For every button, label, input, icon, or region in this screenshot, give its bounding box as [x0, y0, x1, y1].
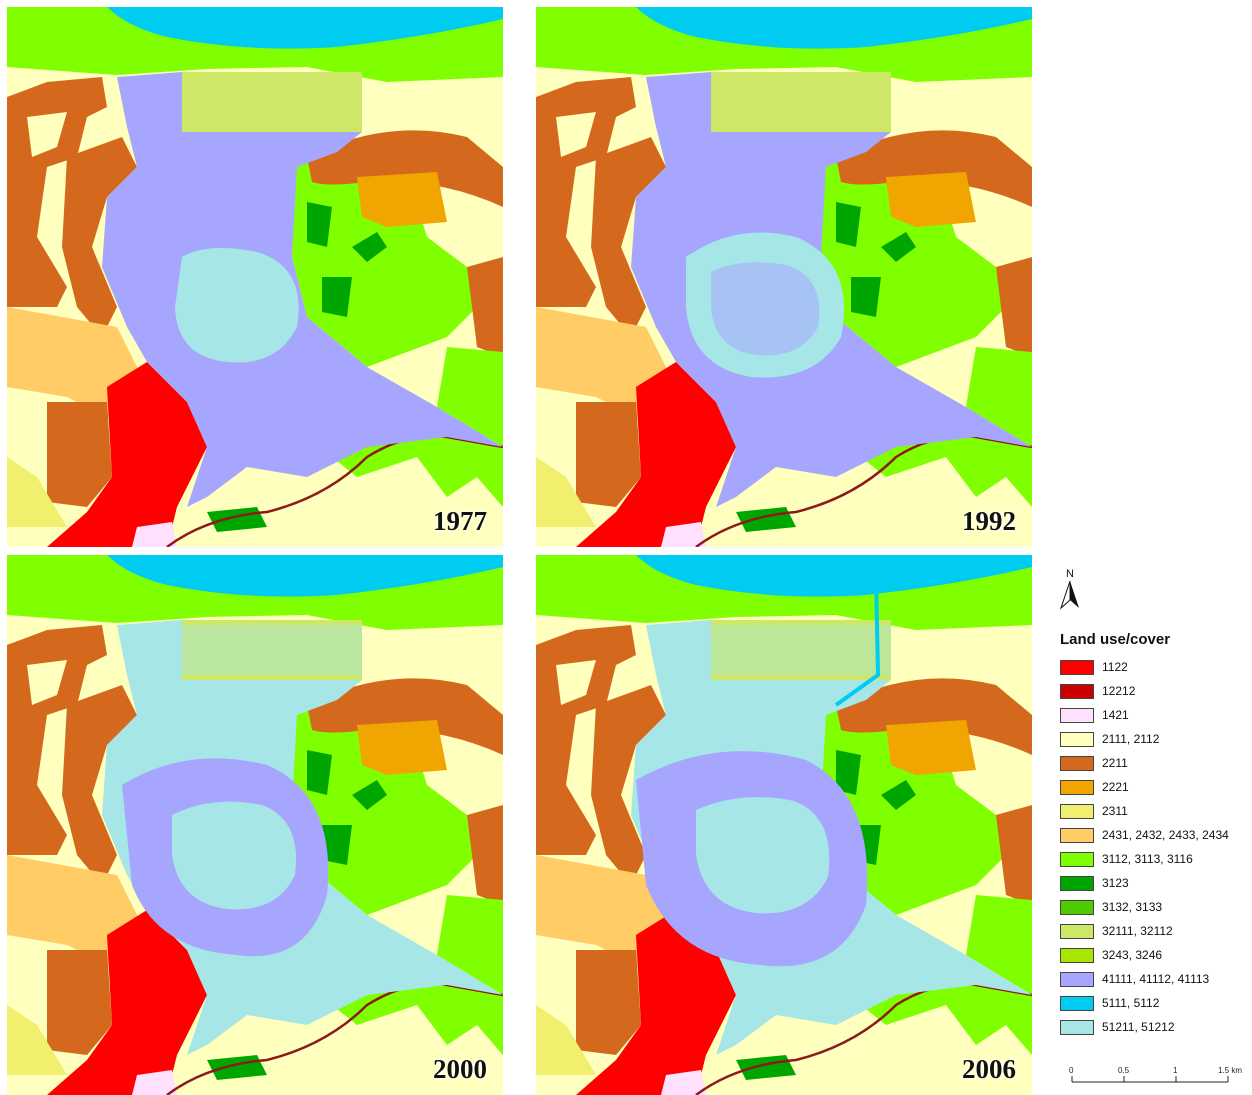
legend-label: 51211, 51212: [1102, 1020, 1175, 1034]
lake: [172, 801, 297, 910]
legend-item: 3112, 3113, 3116: [1060, 852, 1229, 876]
legend-swatch: [1060, 924, 1094, 939]
legend-label: 12212: [1102, 684, 1136, 698]
map-1977-graphic: [7, 7, 503, 547]
lake: [696, 797, 830, 914]
legend-swatch: [1060, 780, 1094, 795]
canal: [834, 574, 881, 707]
legend-swatch: [1060, 948, 1094, 963]
legend-item: 3132, 3133: [1060, 900, 1229, 924]
legend-swatch: [1060, 660, 1094, 675]
legend-label: 41111, 41112, 41113: [1102, 972, 1210, 986]
legend-label: 1122: [1102, 660, 1128, 674]
scale-tick-label: 1: [1173, 1066, 1178, 1075]
legend-swatch: [1060, 708, 1094, 723]
legend-item: 12212: [1060, 684, 1229, 708]
legend-label: 2211: [1102, 756, 1128, 770]
legend-item: 1421: [1060, 708, 1229, 732]
map-2000-graphic: [7, 555, 503, 1095]
legend-swatch: [1060, 972, 1094, 987]
legend-item: 41111, 41112, 41113: [1060, 972, 1229, 996]
legend: 1122 12212 1421 2111, 2112 2211 2221 2311 2431,…: [1060, 660, 1229, 1044]
legend-label: 2311: [1102, 804, 1128, 818]
legend-label: 2111, 2112: [1102, 732, 1160, 746]
legend-swatch: [1060, 756, 1094, 771]
map-panel-2000: 2000: [7, 555, 503, 1095]
flooded-fields: [711, 625, 891, 675]
legend-title: Land use/cover: [1060, 631, 1171, 648]
legend-item: 32111, 32112: [1060, 924, 1229, 948]
legend-label: 2431, 2432, 2433, 2434: [1102, 828, 1229, 842]
scale-bar-graphic: [1071, 1076, 1229, 1083]
north-arrow-icon: [1059, 580, 1079, 610]
north-label: N: [1066, 568, 1074, 580]
flooded-fields: [182, 625, 362, 675]
legend-item: 2221: [1060, 780, 1229, 804]
legend-swatch: [1060, 900, 1094, 915]
legend-item: 2211: [1060, 756, 1229, 780]
legend-label: 32111, 32112: [1102, 924, 1173, 938]
legend-swatch: [1060, 804, 1094, 819]
legend-swatch: [1060, 852, 1094, 867]
map-panel-2006: 2006: [536, 555, 1032, 1095]
legend-item: 2431, 2432, 2433, 2434: [1060, 828, 1229, 852]
legend-item: 3243, 3246: [1060, 948, 1229, 972]
legend-item: 2311: [1060, 804, 1229, 828]
scale-tick-label: 0: [1069, 1066, 1074, 1075]
legend-label: 1421: [1102, 708, 1129, 722]
legend-label: 3243, 3246: [1102, 948, 1163, 962]
legend-swatch: [1060, 996, 1094, 1011]
map-1992-graphic: [536, 7, 1032, 547]
legend-item: 51211, 51212: [1060, 1020, 1229, 1044]
map-panel-1977: 1977: [7, 7, 503, 547]
legend-item: 2111, 2112: [1060, 732, 1229, 756]
legend-swatch: [1060, 732, 1094, 747]
year-label: 2006: [962, 1054, 1016, 1084]
scale-tick-label: 1.5 km: [1218, 1066, 1243, 1075]
map-2006-graphic: [536, 555, 1032, 1095]
legend-item: 1122: [1060, 660, 1229, 684]
year-label: 1977: [433, 506, 487, 536]
legend-item: 3123: [1060, 876, 1229, 900]
legend-label: 3112, 3113, 3116: [1102, 852, 1193, 866]
legend-label: 5111, 5112: [1102, 996, 1160, 1010]
year-label: 2000: [433, 1054, 487, 1084]
north-arrow: N: [1058, 568, 1082, 615]
legend-label: 3123: [1102, 876, 1129, 890]
lake: [175, 248, 299, 363]
legend-item: 5111, 5112: [1060, 996, 1229, 1020]
scale-tick-label: 0.5: [1118, 1066, 1130, 1075]
legend-label: 2221: [1102, 780, 1129, 794]
marsh-area: [631, 72, 1032, 507]
legend-swatch: [1060, 828, 1094, 843]
legend-swatch: [1060, 1020, 1094, 1035]
year-label: 1992: [962, 506, 1016, 536]
scale-bar: 0 0.5 1 1.5 km: [1066, 1064, 1250, 1090]
legend-swatch: [1060, 876, 1094, 891]
legend-swatch: [1060, 684, 1094, 699]
lake-outline: [711, 262, 820, 356]
legend-label: 3132, 3133: [1102, 900, 1163, 914]
map-panel-1992: 1992: [536, 7, 1032, 547]
marsh-area: [102, 72, 503, 507]
